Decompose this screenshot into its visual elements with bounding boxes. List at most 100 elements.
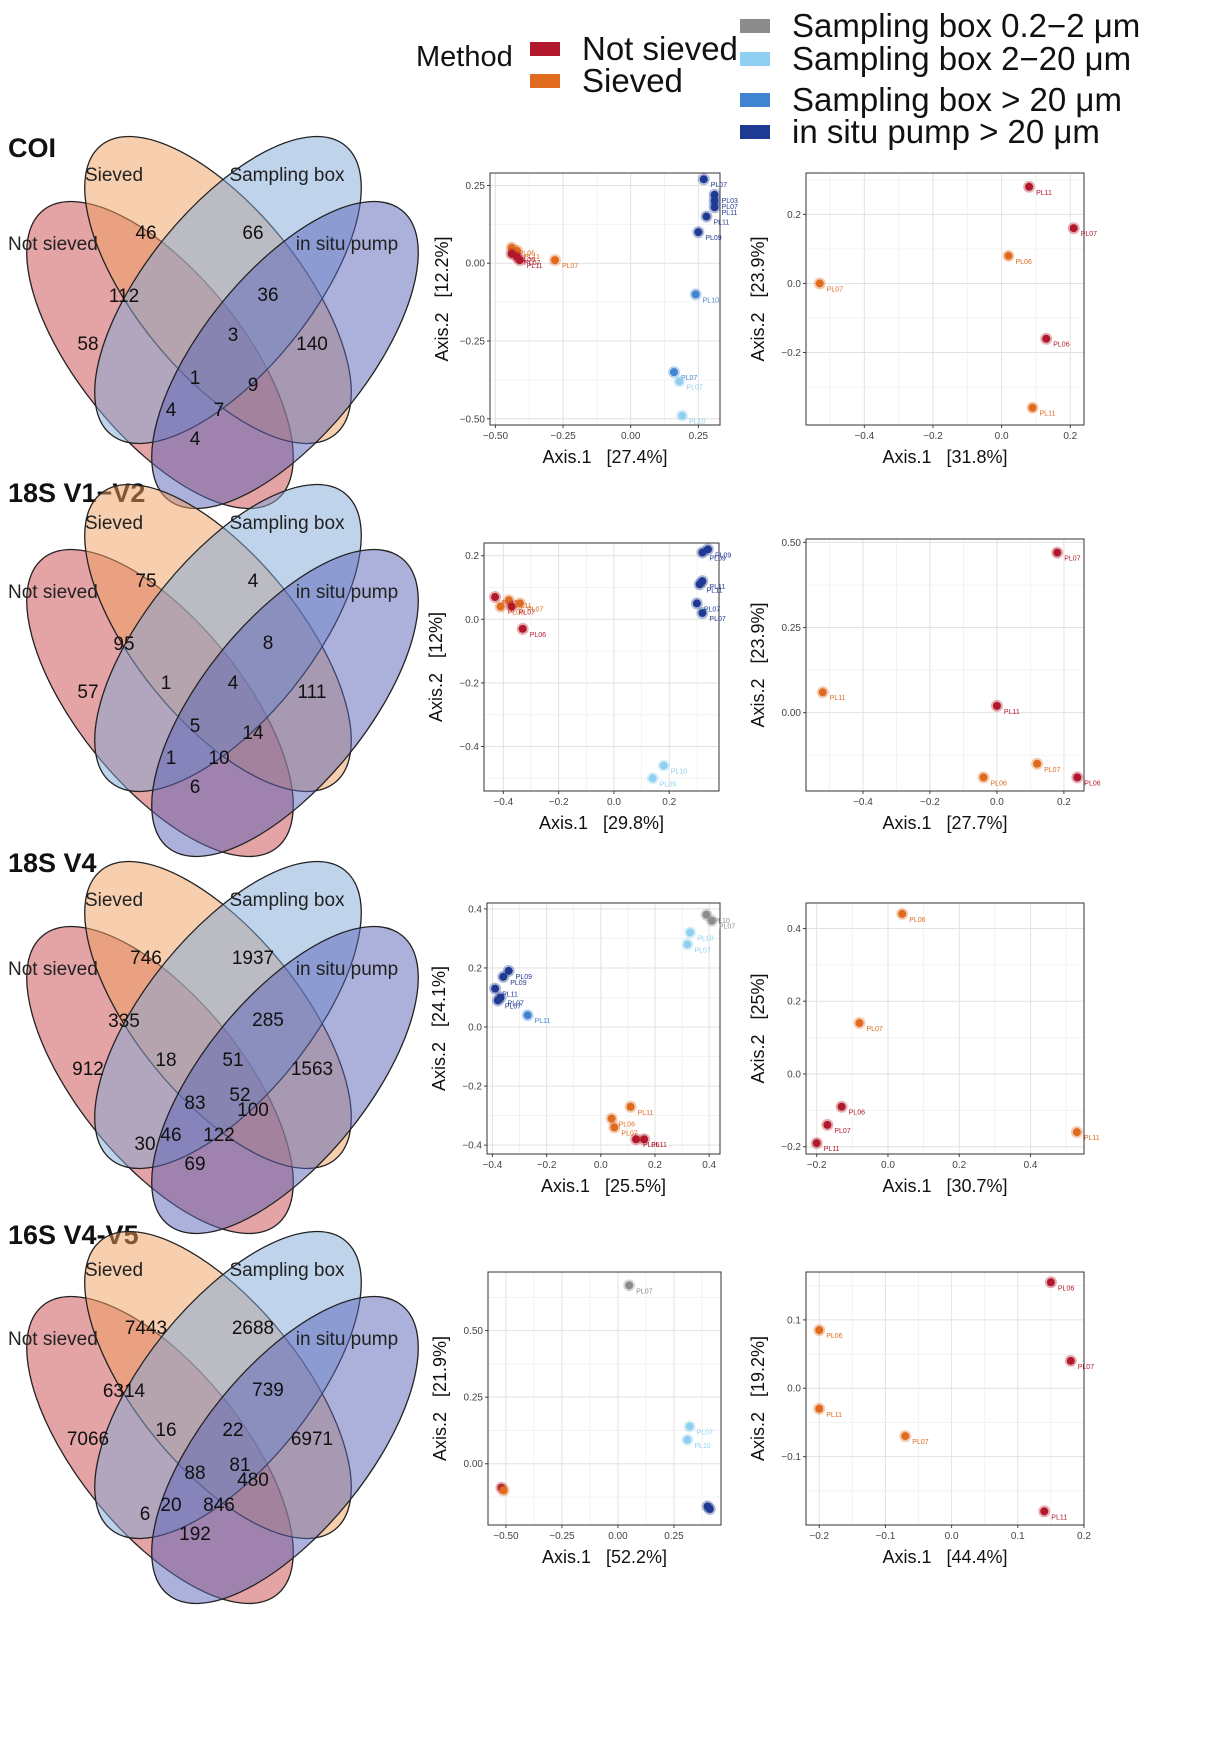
- y-axis-label: Axis.2 [24.1%]: [429, 966, 449, 1091]
- plot-background: [488, 1272, 721, 1525]
- data-point: [710, 190, 719, 199]
- data-point: [691, 290, 700, 299]
- venn-count-cd: 8: [263, 633, 274, 654]
- y-tick-label: 0.1: [787, 1315, 801, 1326]
- venn-count-abc: 16: [155, 1420, 176, 1441]
- point-label: PL07: [527, 606, 543, 613]
- data-point: [507, 602, 516, 611]
- venn-count-cd: 36: [257, 285, 278, 306]
- x-tick-label: −0.25: [549, 1531, 575, 1542]
- venn-count-c: 2688: [232, 1318, 274, 1339]
- data-point: [979, 773, 988, 782]
- venn-count-abc: 18: [155, 1050, 176, 1071]
- data-point: [698, 548, 707, 557]
- y-axis-label: Axis.2 [21.9%]: [430, 1336, 450, 1461]
- scatter-plot-coi-all: −0.50 −0.25 0.00 0.25 −0.50 −0.25 0.00 0.25 PL06…: [432, 172, 738, 467]
- point-label: PL11: [535, 1018, 551, 1025]
- data-point: [683, 1435, 692, 1444]
- data-point: [550, 256, 559, 265]
- venn-count-acd: 846: [203, 1495, 235, 1516]
- point-label: PL07: [1044, 767, 1060, 774]
- point-label: PL07: [562, 263, 578, 270]
- point-label: PL11: [824, 1146, 840, 1153]
- point-label: PL09: [705, 235, 721, 242]
- data-point: [683, 940, 692, 949]
- x-tick-label: −0.1: [876, 1531, 896, 1542]
- venn-count-abd: 4: [166, 400, 177, 421]
- venn-count-ad: 192: [179, 1524, 211, 1545]
- x-tick-label: −0.50: [483, 431, 509, 442]
- point-label: PL07: [834, 1128, 850, 1135]
- point-label: PL11: [709, 584, 725, 591]
- swatch: [740, 19, 770, 33]
- y-tick-label: 0.25: [782, 623, 802, 634]
- data-point: [632, 1135, 641, 1144]
- y-tick-label: 0.00: [466, 259, 486, 270]
- x-axis-label: Axis.1 [27.7%]: [882, 813, 1007, 833]
- data-point: [1040, 1507, 1049, 1516]
- venn-count-bd: 52: [229, 1085, 250, 1106]
- data-point: [707, 916, 716, 925]
- point-label: PL06: [909, 917, 925, 924]
- x-axis-label: Axis.1 [52.2%]: [542, 1547, 667, 1567]
- point-label: PL06: [519, 257, 535, 264]
- data-point: [607, 1114, 616, 1123]
- point-label: PL07: [709, 616, 725, 623]
- plot-background: [487, 903, 720, 1154]
- point-label: PL10: [689, 419, 705, 426]
- y-tick-label: −0.2: [781, 1142, 801, 1153]
- data-point: [702, 910, 711, 919]
- point-label: PL06: [991, 780, 1007, 787]
- data-point: [515, 256, 524, 265]
- point-label: PL07: [1081, 231, 1097, 238]
- venn-count-a: 912: [72, 1059, 104, 1080]
- data-point: [496, 602, 505, 611]
- point-label: PL11: [707, 587, 723, 594]
- data-point: [705, 1505, 714, 1514]
- point-label: PL06: [619, 1122, 635, 1129]
- point-label: PL10: [697, 936, 713, 943]
- x-tick-label: 0.0: [594, 1160, 608, 1171]
- y-tick-label: −0.4: [459, 742, 479, 753]
- data-point: [855, 1019, 864, 1028]
- point-label: PL07: [711, 182, 727, 189]
- point-label: PL06: [1053, 342, 1069, 349]
- data-point: [1025, 182, 1034, 191]
- point-label: PL10: [671, 769, 687, 776]
- venn-count-cd: 285: [252, 1010, 284, 1031]
- plot-background: [806, 1272, 1084, 1525]
- y-tick-label: 0.4: [787, 924, 801, 935]
- point-label: PL09: [709, 556, 725, 563]
- point-label: PL07: [694, 947, 710, 954]
- venn-count-ab: 95: [113, 634, 134, 655]
- point-label: PL11: [1040, 411, 1056, 418]
- point-label: PL07: [505, 1003, 521, 1010]
- point-label: PL07: [866, 1026, 882, 1033]
- data-point: [1073, 773, 1082, 782]
- x-tick-label: 0.4: [702, 1160, 716, 1171]
- point-label: PL11: [1036, 190, 1052, 197]
- y-axis-label: Axis.2 [19.2%]: [748, 1336, 768, 1461]
- legend-sieved: Sieved: [530, 62, 683, 100]
- point-label: PL07: [681, 375, 697, 382]
- venn-count-bd: 81: [229, 1455, 250, 1476]
- legend-label: Sampling box 2−20 μm: [792, 40, 1132, 77]
- y-tick-label: −0.2: [462, 1082, 482, 1093]
- scatter-plot-18sv4-all: −0.4 −0.2 0.0 0.2 0.4−0.4−0.20.00.20.4PL10PL…: [429, 902, 735, 1196]
- data-point: [692, 599, 701, 608]
- x-tick-label: −0.2: [920, 797, 940, 808]
- point-label: PL07: [722, 204, 738, 211]
- x-tick-label: 0.2: [952, 1160, 966, 1171]
- venn-set-label-in-situ-pump: in situ pump: [296, 582, 398, 603]
- venn-set-label-not-sieved: Not sieved: [8, 234, 98, 255]
- data-point: [898, 909, 907, 918]
- venn-set-label-not-sieved: Not sieved: [8, 582, 98, 603]
- venn-count-ac: 30: [134, 1134, 155, 1155]
- point-label: PL11: [830, 695, 846, 702]
- venn-count-ab: 6314: [103, 1381, 146, 1402]
- x-tick-label: 0.2: [1063, 431, 1077, 442]
- point-label: PL09: [516, 974, 532, 981]
- y-axis-label: Axis.2 [23.9%]: [748, 236, 768, 361]
- venn-18s-v4: Not sieved Sieved Sampling box in situ pump…: [8, 860, 419, 1235]
